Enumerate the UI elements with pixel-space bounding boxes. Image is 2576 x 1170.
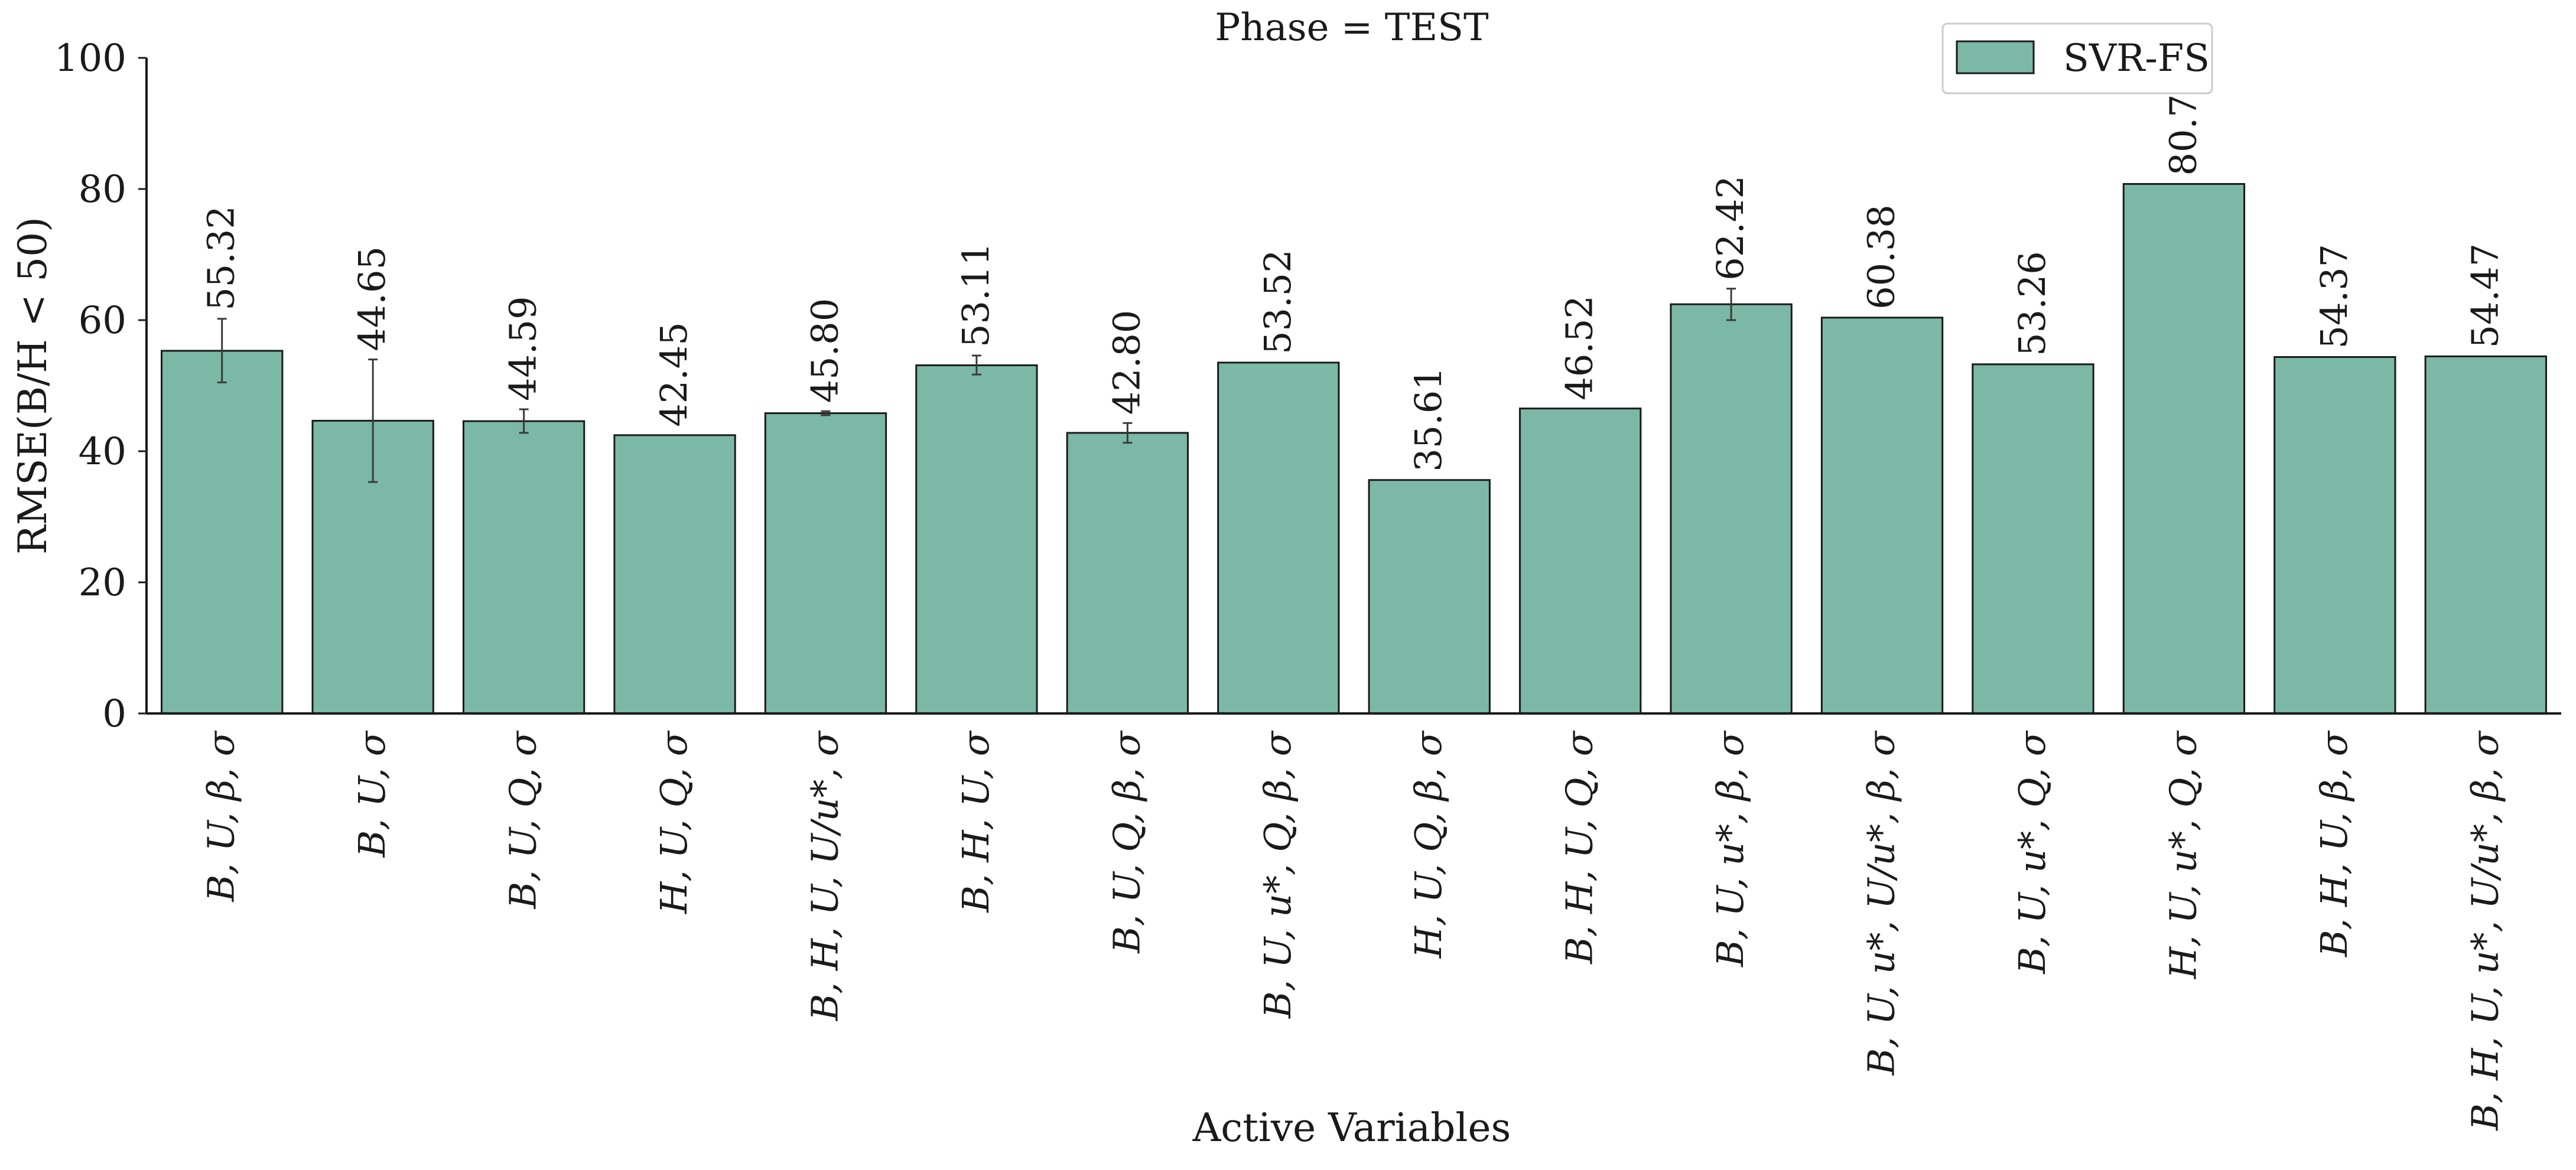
bar	[1670, 303, 1793, 715]
y-tick-label: 80	[79, 168, 126, 211]
data-label: 60.38	[1860, 204, 1903, 309]
data-label: 62.42	[1709, 175, 1752, 281]
bar	[2122, 182, 2246, 715]
data-label: 45.80	[803, 298, 846, 403]
x-tick-label: B, U, Q, β, σ	[1105, 730, 1148, 953]
x-axis-label: Active Variables	[1192, 1105, 1511, 1151]
y-tick-label: 20	[79, 561, 126, 605]
bar	[915, 364, 1038, 715]
y-tick-label: 40	[79, 430, 126, 474]
bars-group	[161, 182, 2547, 715]
chart-title: Phase = TEST	[1215, 6, 1489, 50]
y-axis-ticks: 0 20 40 60 80 100	[54, 37, 147, 736]
bar	[2273, 356, 2396, 715]
data-label: 46.52	[1558, 295, 1601, 400]
x-tick-label: B, U, u*, Q, σ	[2011, 730, 2054, 974]
x-tick-label: H, U, Q, β, σ	[1407, 730, 1450, 959]
x-tick-label: B, H, U, β, σ	[2312, 730, 2356, 957]
y-axis-label: RMSE(B/H < 50)	[10, 217, 56, 555]
bar	[462, 420, 586, 715]
x-tick-label: H, U, u*, Q, σ	[2161, 730, 2204, 979]
x-tick-label: B, U, σ	[350, 730, 393, 858]
x-tick-label: B, U, u*, U/u*, β, σ	[1860, 730, 1903, 1076]
bar	[1066, 432, 1189, 715]
bar	[161, 350, 284, 715]
data-label: 53.52	[1256, 249, 1299, 354]
x-tick-label: B, U, Q, σ	[502, 730, 545, 909]
legend-swatch	[1956, 40, 2035, 74]
x-tick-label: B, U, u*, β, σ	[1709, 730, 1752, 967]
legend: SVR-FS	[1941, 22, 2213, 94]
data-label: 44.65	[350, 246, 393, 351]
x-tick-label: B, H, U, U/u*, σ	[803, 730, 846, 1021]
bar	[1972, 363, 2094, 715]
x-tick-label: B, H, U, Q, σ	[1558, 730, 1601, 964]
data-label: 53.26	[2011, 251, 2054, 356]
y-tick-label: 100	[54, 37, 126, 80]
data-label: 53.11	[954, 242, 997, 347]
bar	[2424, 355, 2547, 715]
data-label: 42.80	[1105, 310, 1148, 415]
x-tick-label: B, U, β, σ	[200, 730, 243, 902]
data-labels-group: 55.32 44.65 44.59 42.45 45.80 53.11 42.80 53.52…	[200, 71, 2507, 472]
x-tick-label: B, H, U, σ	[954, 730, 997, 912]
x-tick-label: H, U, Q, σ	[652, 730, 695, 914]
bar	[764, 412, 887, 715]
data-label: 44.59	[502, 296, 545, 401]
data-label: 54.37	[2312, 244, 2356, 349]
x-tick-label: B, U, u*, Q, β, σ	[1256, 730, 1299, 1019]
y-tick-label: 60	[79, 299, 126, 343]
legend-label-svr-fs: SVR-FS	[2063, 37, 2210, 80]
bar	[1518, 408, 1642, 715]
data-label: 35.61	[1407, 367, 1450, 472]
data-label: 42.45	[652, 322, 695, 427]
bar	[1820, 317, 1944, 715]
data-label: 55.32	[200, 206, 243, 311]
x-axis-categories: B, U, β, σ B, U, σ B, U, Q, σ H, U, Q, σ B, …	[200, 730, 2507, 1131]
bar	[613, 434, 736, 715]
error-bars-group	[217, 288, 1736, 483]
y-tick-label: 0	[102, 692, 126, 736]
x-tick-label: B, H, U, u*, U/u*, β, σ	[2463, 730, 2506, 1131]
data-label: 54.47	[2463, 243, 2506, 348]
bar	[1368, 479, 1491, 715]
bar	[1217, 361, 1340, 715]
